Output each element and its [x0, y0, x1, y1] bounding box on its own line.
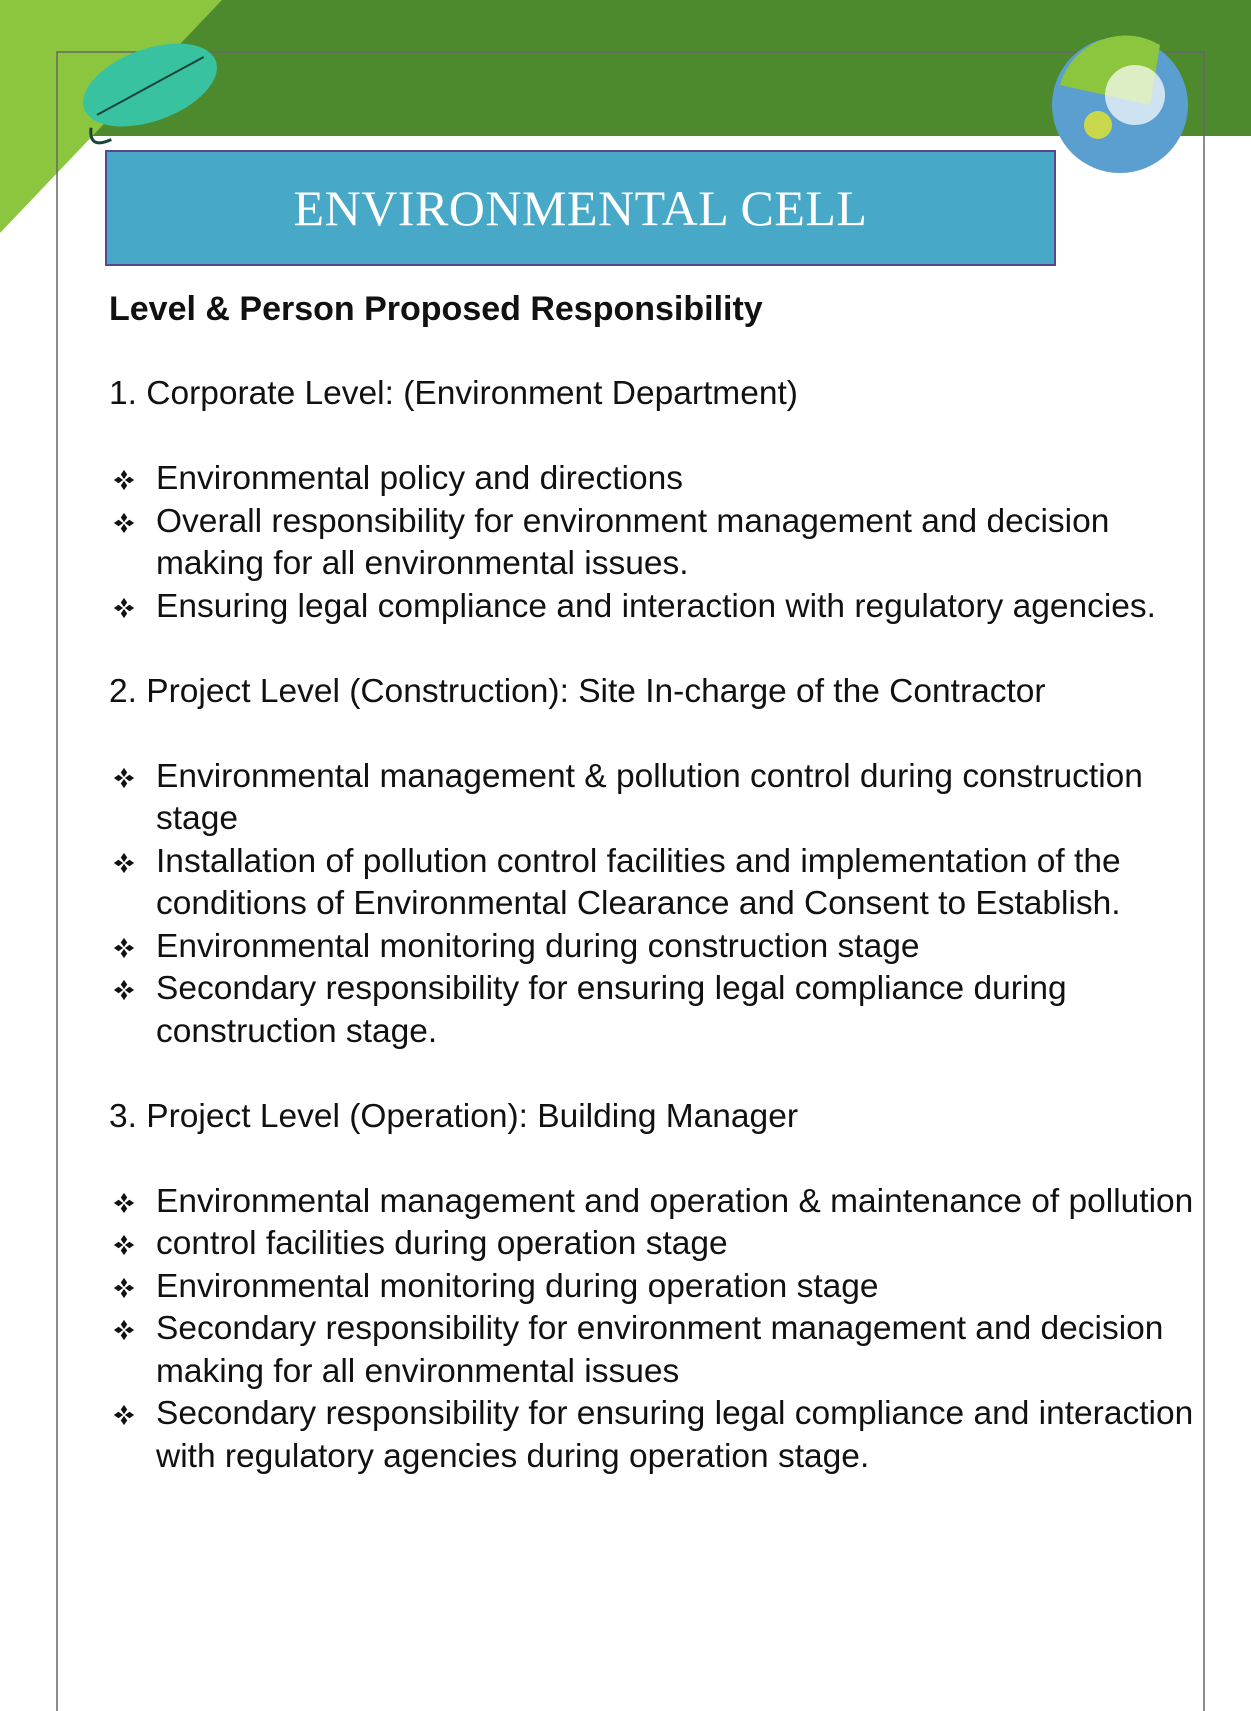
bullet-item: Secondary responsibility for ensuring le… [109, 1393, 1199, 1478]
bullet-item: Environmental policy and directions [109, 458, 1199, 501]
content: 1. Corporate Level: (Environment Departm… [109, 373, 1199, 1478]
bullet-text: Environmental management & pollution con… [156, 758, 1143, 838]
bullet-icon [113, 1319, 135, 1341]
subtitle: Level & Person Proposed Responsibility [109, 288, 763, 330]
bullet-text: Environmental monitoring during operatio… [156, 1268, 879, 1305]
bullet-item: Ensuring legal compliance and interactio… [109, 586, 1199, 629]
section: 3. Project Level (Operation): Building M… [109, 1096, 1199, 1479]
bullet-item: Secondary responsibility for environment… [109, 1308, 1199, 1393]
section: 2. Project Level (Construction): Site In… [109, 671, 1199, 1054]
bullet-icon [113, 852, 135, 874]
bullet-icon [113, 1277, 135, 1299]
bullet-item: control facilities during operation stag… [109, 1223, 1199, 1266]
title: ENVIRONMENTAL CELL [294, 179, 868, 237]
bullet-text: Ensuring legal compliance and interactio… [156, 588, 1156, 625]
bullet-icon [113, 597, 135, 619]
bullet-icon [113, 512, 135, 534]
bullet-text: Installation of pollution control facili… [156, 843, 1121, 923]
bullet-item: Environmental monitoring during construc… [109, 926, 1199, 969]
section-heading: 1. Corporate Level: (Environment Departm… [109, 373, 1199, 416]
bullet-item: Overall responsibility for environment m… [109, 501, 1199, 586]
section-heading: 3. Project Level (Operation): Building M… [109, 1096, 1199, 1139]
section-heading: 2. Project Level (Construction): Site In… [109, 671, 1199, 714]
bullet-text: Environmental policy and directions [156, 460, 683, 497]
bullet-icon [113, 937, 135, 959]
bullet-item: Environmental management and operation &… [109, 1181, 1199, 1224]
bullet-text: Secondary responsibility for environment… [156, 1310, 1163, 1390]
title-box: ENVIRONMENTAL CELL [105, 150, 1056, 266]
bullet-text: Environmental management and operation &… [156, 1183, 1193, 1220]
bullet-icon [113, 1192, 135, 1214]
bullet-icon [113, 1404, 135, 1426]
bullet-item: Installation of pollution control facili… [109, 841, 1199, 926]
bullet-text: Environmental monitoring during construc… [156, 928, 919, 965]
bullet-icon [113, 979, 135, 1001]
bullet-item: Secondary responsibility for ensuring le… [109, 968, 1199, 1053]
bullet-text: control facilities during operation stag… [156, 1225, 728, 1262]
section: 1. Corporate Level: (Environment Departm… [109, 373, 1199, 628]
bullet-icon [113, 767, 135, 789]
bullet-text: Overall responsibility for environment m… [156, 503, 1109, 583]
bullet-text: Secondary responsibility for ensuring le… [156, 1395, 1193, 1475]
bullet-icon [113, 469, 135, 491]
bullet-text: Secondary responsibility for ensuring le… [156, 970, 1067, 1050]
bullet-item: Environmental management & pollution con… [109, 756, 1199, 841]
page: ENVIRONMENTAL CELL Level & Person Propos… [0, 0, 1251, 1711]
bullet-item: Environmental monitoring during operatio… [109, 1266, 1199, 1309]
bullet-icon [113, 1234, 135, 1256]
